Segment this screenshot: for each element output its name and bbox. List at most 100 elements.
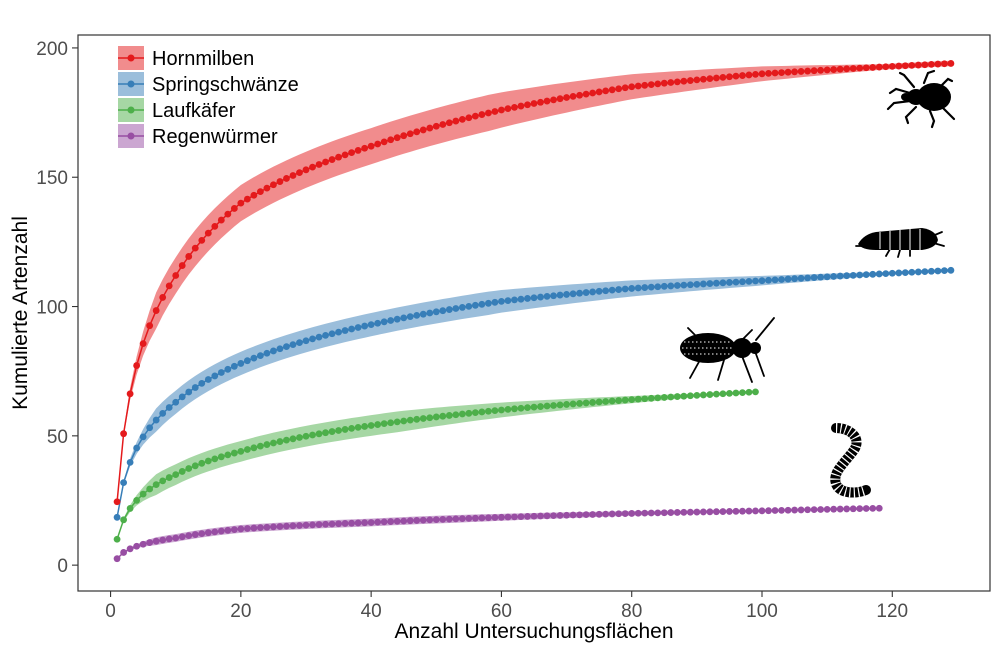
legend-key-point-hornmilben <box>127 54 135 62</box>
data-point <box>732 507 740 515</box>
data-point <box>341 327 349 334</box>
data-point <box>172 471 180 479</box>
data-point <box>901 62 909 70</box>
data-point <box>589 511 597 518</box>
data-point <box>413 128 421 136</box>
data-point <box>198 459 206 467</box>
data-point <box>458 410 466 418</box>
data-point <box>120 479 127 487</box>
data-point <box>797 506 805 514</box>
data-point <box>947 266 955 274</box>
data-point <box>250 354 258 362</box>
data-point <box>302 166 310 174</box>
data-point <box>393 418 401 426</box>
data-point <box>882 270 890 278</box>
data-point <box>647 283 655 291</box>
data-point <box>511 103 518 111</box>
data-point <box>745 388 753 396</box>
data-point <box>263 349 271 357</box>
data-point <box>869 64 877 71</box>
data-point <box>693 76 701 84</box>
data-point <box>673 282 681 289</box>
data-point <box>608 397 616 405</box>
data-point <box>348 519 355 527</box>
data-point <box>159 477 167 485</box>
data-point <box>667 393 675 401</box>
data-point <box>914 61 922 69</box>
data-point <box>713 390 720 398</box>
data-point <box>458 515 466 523</box>
data-point <box>185 388 193 396</box>
data-point <box>699 75 707 83</box>
data-point <box>243 357 251 365</box>
data-point <box>947 60 955 67</box>
data-point <box>432 308 440 316</box>
data-point <box>856 271 864 279</box>
data-point <box>752 70 759 78</box>
data-point <box>836 272 844 280</box>
data-point <box>335 328 342 336</box>
data-point <box>426 414 434 422</box>
data-point <box>126 545 134 553</box>
data-point <box>921 61 929 69</box>
data-point <box>485 514 492 522</box>
data-point <box>374 421 382 428</box>
data-point <box>113 555 121 563</box>
data-point <box>419 310 427 318</box>
data-point <box>673 393 681 400</box>
data-point <box>778 276 785 283</box>
data-point <box>550 96 557 104</box>
data-point <box>289 522 297 530</box>
data-point <box>471 301 479 309</box>
data-point <box>615 286 623 293</box>
data-point <box>491 514 499 521</box>
data-point <box>498 106 505 114</box>
data-point <box>843 272 851 280</box>
data-point <box>335 153 342 161</box>
data-point <box>537 293 544 301</box>
data-point <box>309 163 316 171</box>
data-point <box>713 508 720 516</box>
data-point <box>739 278 746 286</box>
data-point <box>693 391 701 399</box>
data-point <box>315 430 323 438</box>
data-point <box>322 332 329 339</box>
data-point <box>309 431 316 439</box>
data-point <box>556 95 564 103</box>
data-point <box>191 384 199 391</box>
legend-label-springschwaenze: Springschwänze <box>152 74 299 96</box>
data-point <box>941 60 948 68</box>
data-point <box>152 481 160 489</box>
data-point <box>432 122 440 130</box>
data-point <box>752 507 759 515</box>
data-point <box>556 291 564 299</box>
data-point <box>133 362 141 369</box>
data-point <box>693 280 701 288</box>
data-point <box>634 509 642 517</box>
data-point <box>133 542 141 550</box>
data-point <box>367 519 375 526</box>
data-point <box>634 284 642 292</box>
data-point <box>576 400 583 407</box>
data-point <box>120 430 127 438</box>
x-tick-label: 80 <box>621 601 642 622</box>
data-point <box>387 317 395 324</box>
data-point <box>139 433 147 441</box>
data-point <box>400 314 408 322</box>
data-point <box>465 114 473 122</box>
data-point <box>817 273 825 281</box>
data-point <box>941 267 948 275</box>
x-tick-label: 20 <box>230 601 251 622</box>
data-point <box>445 515 453 523</box>
data-point <box>328 156 336 163</box>
data-point <box>165 474 173 481</box>
data-point <box>719 73 727 81</box>
data-point <box>563 401 570 408</box>
data-point <box>758 70 766 78</box>
data-point <box>537 98 544 106</box>
data-point <box>413 415 421 423</box>
data-point <box>289 172 297 179</box>
data-point <box>491 407 499 415</box>
data-point <box>739 507 746 515</box>
data-point <box>413 517 421 524</box>
